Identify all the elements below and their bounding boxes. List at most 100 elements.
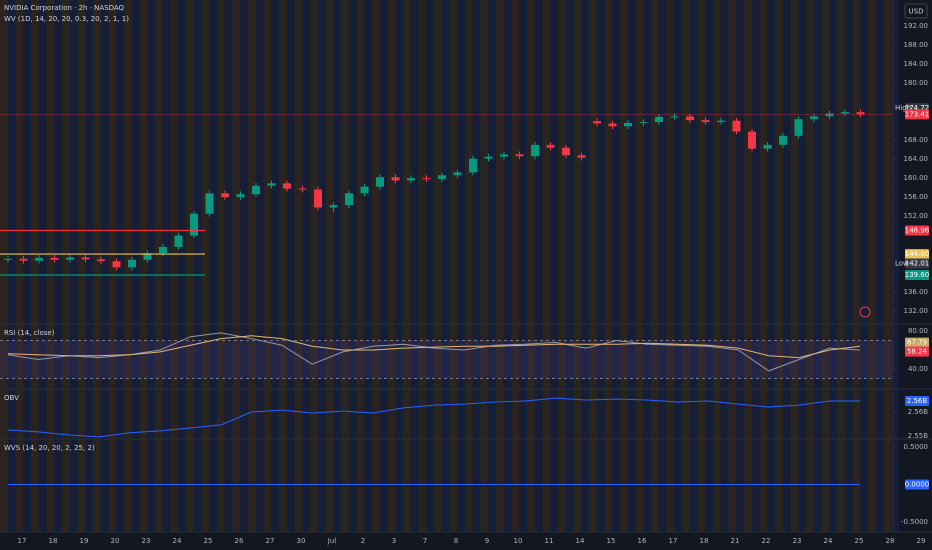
- x-tick-label: 20: [111, 537, 120, 545]
- session-stripe: [317, 0, 326, 532]
- pane-title: RSI (14, close): [4, 329, 55, 337]
- price-label-box: [905, 337, 929, 348]
- session-stripe: [418, 0, 427, 532]
- session-stripe: [124, 0, 132, 532]
- candle-body: [19, 258, 28, 261]
- x-tick-label: 19: [80, 537, 89, 545]
- price-label: 139.60: [905, 271, 930, 279]
- session-stripe: [263, 0, 272, 532]
- candle-body: [283, 183, 291, 189]
- price-label: 144.00: [905, 250, 930, 258]
- session-stripe: [860, 0, 868, 532]
- session-stripe: [635, 0, 644, 532]
- candle-body: [577, 155, 586, 158]
- candle-body: [50, 257, 59, 260]
- session-stripe: [713, 0, 721, 532]
- x-tick-label: 8: [454, 537, 458, 545]
- candle-body: [205, 193, 214, 214]
- x-tick-label: 14: [576, 537, 585, 545]
- price-label-tag: Low: [895, 260, 909, 268]
- session-stripe: [736, 0, 744, 532]
- candle-body: [407, 178, 415, 181]
- session-stripe: [15, 0, 24, 532]
- session-stripe: [705, 0, 713, 532]
- price-label-box: [905, 396, 929, 407]
- y-tick-label: 152.00: [904, 212, 929, 220]
- candle-body: [810, 116, 818, 120]
- price-label-box: [905, 479, 929, 490]
- session-stripe: [93, 0, 101, 532]
- session-stripe: [480, 0, 489, 532]
- candle-body: [143, 253, 152, 260]
- session-stripe: [62, 0, 70, 532]
- session-stripe: [271, 0, 279, 532]
- session-stripe: [666, 0, 675, 532]
- candle-body: [221, 193, 229, 198]
- session-stripe: [581, 0, 589, 532]
- candle-body: [97, 259, 105, 262]
- x-tick-label: 16: [638, 537, 647, 545]
- y-tick-label: 168.00: [904, 136, 929, 144]
- session-stripe: [193, 0, 202, 532]
- candle-body: [376, 177, 384, 187]
- candle-body: [4, 258, 12, 260]
- session-stripe: [139, 0, 148, 532]
- session-stripe: [356, 0, 365, 532]
- candle-body: [329, 205, 338, 208]
- session-stripe: [38, 0, 47, 532]
- x-tick-label: 11: [545, 537, 554, 545]
- candle-body: [531, 144, 539, 157]
- session-stripe: [170, 0, 179, 532]
- candle-body: [562, 147, 570, 156]
- x-tick-label: 15: [607, 537, 616, 545]
- session-stripe: [651, 0, 659, 532]
- series-line: [7, 332, 861, 372]
- candle-body: [856, 112, 865, 115]
- pane-subtitle: WV (1D, 14, 20, 20, 0.3, 20, 2, 1, 1): [4, 15, 129, 23]
- alert-icon[interactable]: [859, 306, 871, 318]
- y-tick-label: 80.00: [908, 327, 928, 335]
- candle-body: [794, 119, 803, 136]
- x-tick-label: Jul: [327, 537, 337, 545]
- price-label-box: [905, 249, 929, 260]
- session-stripe: [798, 0, 806, 532]
- x-tick-label: 28: [886, 537, 895, 545]
- currency: USD: [909, 8, 924, 16]
- session-stripe: [751, 0, 760, 532]
- price-label-box: [905, 225, 929, 236]
- candle-body: [174, 235, 183, 247]
- price-label: 67.79: [907, 339, 927, 347]
- y-tick-label: 180.00: [904, 79, 929, 87]
- session-stripe: [759, 0, 768, 532]
- session-stripe: [534, 0, 543, 532]
- session-stripe: [178, 0, 186, 532]
- candle-body: [593, 121, 601, 124]
- candle-body: [717, 120, 725, 123]
- x-tick-label: 9: [485, 537, 489, 545]
- candle-body: [469, 158, 477, 173]
- session-stripe: [511, 0, 520, 532]
- session-stripe: [558, 0, 566, 532]
- session-stripe: [302, 0, 310, 532]
- y-tick-label: 164.00: [904, 155, 929, 163]
- rsi-band: [0, 340, 893, 379]
- session-stripe: [85, 0, 93, 532]
- session-stripe: [403, 0, 411, 532]
- x-tick-label: 17: [18, 537, 27, 545]
- session-stripe: [589, 0, 597, 532]
- session-stripe: [449, 0, 458, 532]
- session-stripe: [821, 0, 830, 532]
- session-stripe: [155, 0, 163, 532]
- session-stripe: [682, 0, 690, 532]
- candle-body: [190, 213, 198, 236]
- session-stripe: [844, 0, 853, 532]
- session-stripe: [441, 0, 450, 532]
- x-tick-label: 18: [49, 537, 58, 545]
- session-stripe: [341, 0, 349, 532]
- session-stripe: [868, 0, 876, 532]
- x-tick-label: 2: [361, 537, 365, 545]
- session-stripe: [550, 0, 558, 532]
- y-tick-label: 2.56B: [908, 408, 929, 416]
- session-stripe: [519, 0, 527, 532]
